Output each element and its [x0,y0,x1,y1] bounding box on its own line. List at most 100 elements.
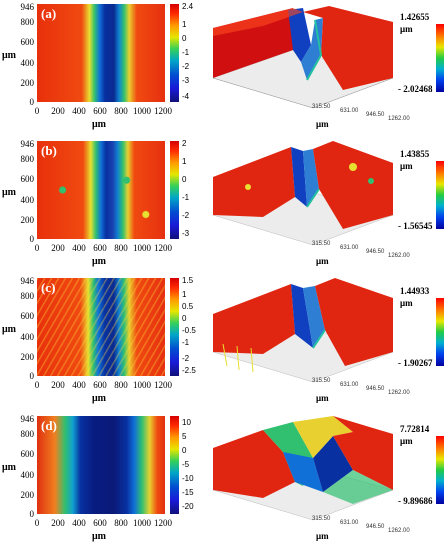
colorbar-tick: -2.5 [182,366,196,375]
x-tick: 400 [72,106,86,116]
x-tick: 0 [34,518,40,528]
colorbar-tick: -1 [182,338,190,347]
y-tick: 600 [20,311,35,321]
colorbar-tick: 1 [182,157,187,166]
axis-3d-tick: 946.50 [366,112,385,118]
y-tick: 200 [20,490,35,500]
x-tick: 1000 [133,106,151,116]
x-axis-unit: μm [92,256,106,267]
x-axis-unit-3d: μm [316,119,329,129]
x-tick: 0 [34,106,40,116]
colorbar-tick: 2.4 [182,2,194,11]
colorbar-tick: -10 [182,474,194,483]
axis-3d-tick: 315.50 [312,378,331,384]
colorbar-tick: 10 [182,418,191,427]
colorbar-tick: -2 [182,62,190,71]
x-axis-unit-3d: μm [316,256,329,266]
colorbar-tick: 5 [182,432,187,441]
x-axis-unit-3d: μm [316,531,329,541]
colorbar [170,4,179,102]
panel-label: (a) [41,6,57,21]
axis-3d-tick: 315.50 [312,241,331,247]
x-tick: 800 [114,106,128,116]
height-map-b: (b) [37,141,165,239]
panel-c: (c) 946 800 600 400 200 0 μm 0 200 400 6… [0,274,446,406]
x-tick: 0 [34,243,40,253]
axis-3d-tick: 1262.00 [388,253,410,259]
y-tick: 946 [20,139,35,149]
x-tick: 1200 [154,380,172,390]
y-tick: 600 [20,449,35,459]
colorbar-tick: -2 [182,354,190,363]
axis-3d-tick: 1262.00 [388,528,410,534]
height-map-c: (c) [37,278,165,376]
x-axis-unit: μm [92,393,106,404]
max-value: 1.44933 [400,286,430,296]
y-tick: 200 [20,215,35,225]
y-tick: 400 [20,470,35,480]
colorbar-tick: 1 [182,20,187,29]
x-tick: 400 [72,518,86,528]
x-axis-unit-3d: μm [316,393,329,403]
surface-3d-view-d [212,416,394,521]
colorbar-tick: 2 [182,139,187,148]
value-unit: μm [400,436,413,446]
value-colorbar [436,24,444,92]
x-tick: 1000 [133,243,151,253]
colorbar-tick: -4 [182,92,190,101]
max-value: 7.72814 [400,424,430,434]
panel-d: (d) 946 800 600 400 200 0 μm 0 200 400 6… [0,412,446,544]
colorbar-tick: 0 [182,314,187,323]
height-map-d-surface [37,416,165,514]
x-tick: 600 [93,243,107,253]
height-map-c-surface [37,278,165,376]
axis-3d-tick: 946.50 [366,386,385,392]
x-tick: 400 [72,380,86,390]
y-tick: 0 [29,234,35,244]
y-tick: 600 [20,174,35,184]
y-tick: 400 [20,58,35,68]
y-tick: 800 [20,154,35,164]
value-unit: μm [400,161,413,171]
x-tick: 600 [93,106,107,116]
axis-3d-tick: 946.50 [366,524,385,530]
y-tick: 800 [20,429,35,439]
y-tick: 200 [20,78,35,88]
height-map-b-surface [37,141,165,239]
colorbar-tick: -3 [182,229,190,238]
x-tick: 200 [51,380,65,390]
value-unit: μm [400,24,413,34]
y-axis-unit: μm [2,462,16,473]
value-colorbar [436,436,444,504]
colorbar-tick: 0 [182,446,187,455]
y-tick: 0 [29,371,35,381]
axis-3d-tick: 315.50 [312,104,331,110]
colorbar [170,141,179,239]
y-tick: 0 [29,509,35,519]
y-tick: 800 [20,17,35,27]
max-value: 1.42655 [400,12,430,22]
x-tick: 400 [72,243,86,253]
min-value: - 9.89686 [398,496,433,506]
y-tick: 400 [20,332,35,342]
colorbar-tick: -2 [182,211,190,220]
y-tick: 800 [20,291,35,301]
x-tick: 600 [93,518,107,528]
x-axis-unit: μm [92,119,106,130]
x-tick: 800 [114,518,128,528]
min-value: - 1.56545 [398,221,433,231]
x-tick: 1000 [133,380,151,390]
min-value: - 2.02468 [398,84,433,94]
surface-3d-view-b [212,141,394,246]
colorbar-tick: -15 [182,488,194,497]
y-tick: 946 [20,2,35,12]
panel-label: (b) [41,143,57,158]
axis-3d-tick: 1262.00 [388,390,410,396]
value-colorbar [436,161,444,229]
axis-3d-tick: 631.00 [340,245,359,251]
y-axis-unit: μm [2,187,16,198]
y-tick: 400 [20,195,35,205]
colorbar-tick: 1.5 [182,276,194,285]
colorbar-tick: -5 [182,460,190,469]
height-map-d: (d) [37,416,165,514]
